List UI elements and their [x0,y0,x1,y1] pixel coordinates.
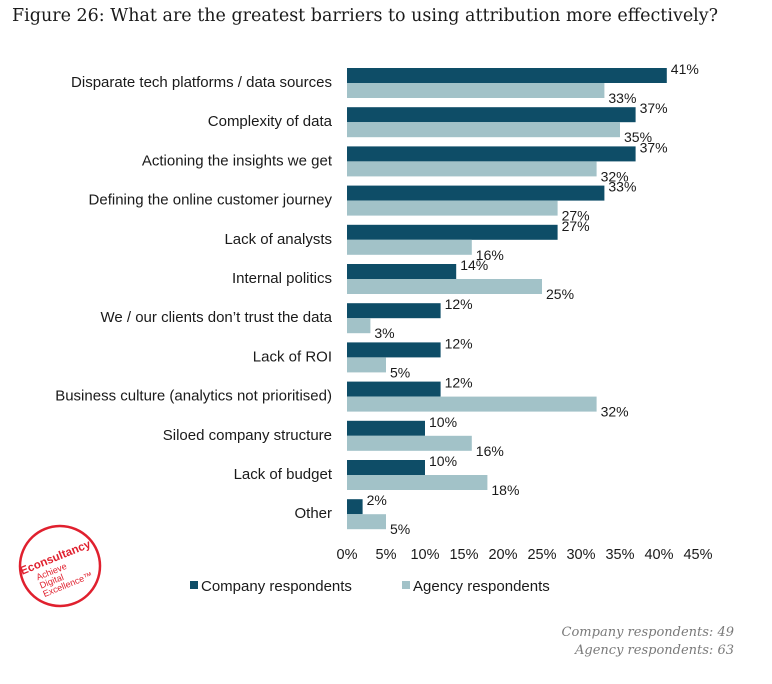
x-tick-label: 5% [376,547,397,563]
x-axis: 0% 5% 10% 15% 20% 25% 30% 35% 40% 45% [337,547,713,563]
legend-swatch-agency [402,581,410,589]
data-label: 25% [546,286,574,302]
x-tick-label: 15% [449,547,478,563]
x-tick-label: 30% [566,547,595,563]
data-label: 35% [624,129,652,145]
data-label: 37% [640,100,668,116]
data-label: 16% [476,247,504,263]
company-bar [347,68,667,83]
data-label: 12% [445,296,473,312]
category-label: Disparate tech platforms / data sources [71,74,332,91]
x-tick-label: 20% [488,547,517,563]
company-bar [347,224,558,240]
company-bar [347,107,636,123]
agency-bar [347,279,542,294]
agency-sample-size: Agency respondents: 63 [575,643,734,658]
data-label: 32% [601,404,629,420]
agency-bar [347,514,386,530]
agency-bar [347,435,472,451]
legend-label: Company respondents [201,578,352,595]
company-bar [347,146,636,162]
data-label: 27% [562,218,590,234]
agency-bar [347,83,605,98]
company-bar [347,303,441,319]
company-bar [347,420,425,436]
legend-swatch-company [190,581,198,589]
data-label: 37% [640,139,668,155]
data-label: 18% [491,482,519,498]
data-label: 3% [374,325,394,341]
data-label: 10% [429,453,457,469]
x-tick-label: 25% [527,547,556,563]
data-label: 14% [460,257,488,273]
x-tick-label: 40% [644,547,673,563]
chart-title: Figure 26: What are the greatest barrier… [12,6,719,26]
x-tick-label: 10% [410,547,439,563]
category-label: Lack of ROI [253,348,332,365]
category-label: Actioning the insights we get [142,152,333,169]
legend: Company respondents Agency respondents [190,578,550,595]
company-bar [347,499,363,515]
agency-bar [347,357,386,373]
legend-label: Agency respondents [413,578,550,595]
data-label: 33% [608,90,636,106]
company-bar [347,381,441,397]
data-label: 16% [476,443,504,459]
data-label: 2% [367,492,387,508]
category-label: Siloed company structure [163,427,332,444]
company-bar [347,460,425,475]
econsultancy-logo: Econsultancy Achieve Digital Excellence™ [18,524,102,608]
data-label: 12% [445,335,473,351]
category-label: We / our clients don’t trust the data [100,309,332,326]
agency-bar [347,318,371,334]
data-label: 33% [608,179,636,195]
data-label: 5% [390,521,410,537]
data-label: 5% [390,364,410,380]
category-label: Business culture (analytics not prioriti… [55,388,332,405]
agency-bar [347,161,597,177]
data-label: 32% [601,168,629,184]
category-label: Other [294,505,332,522]
category-label: Lack of analysts [224,231,332,248]
category-label: Internal politics [232,270,332,287]
agency-bar [347,475,488,490]
agency-bar [347,239,472,255]
x-tick-label: 45% [683,547,712,563]
agency-bar [347,396,597,412]
category-label: Lack of budget [234,466,333,483]
x-tick-label: 35% [605,547,634,563]
company-bar [347,185,605,201]
company-bar [347,342,441,358]
bars-group: Disparate tech platforms / data sources 4… [55,61,699,537]
category-label: Defining the online customer journey [89,192,333,209]
category-label: Complexity of data [208,113,333,130]
company-sample-size: Company respondents: 49 [561,625,734,640]
data-label: 41% [671,61,699,77]
x-tick-label: 0% [337,547,358,563]
data-label: 10% [429,414,457,430]
data-label: 27% [562,208,590,224]
agency-bar [347,200,558,216]
company-bar [347,264,457,279]
agency-bar [347,122,620,138]
data-label: 12% [445,375,473,391]
